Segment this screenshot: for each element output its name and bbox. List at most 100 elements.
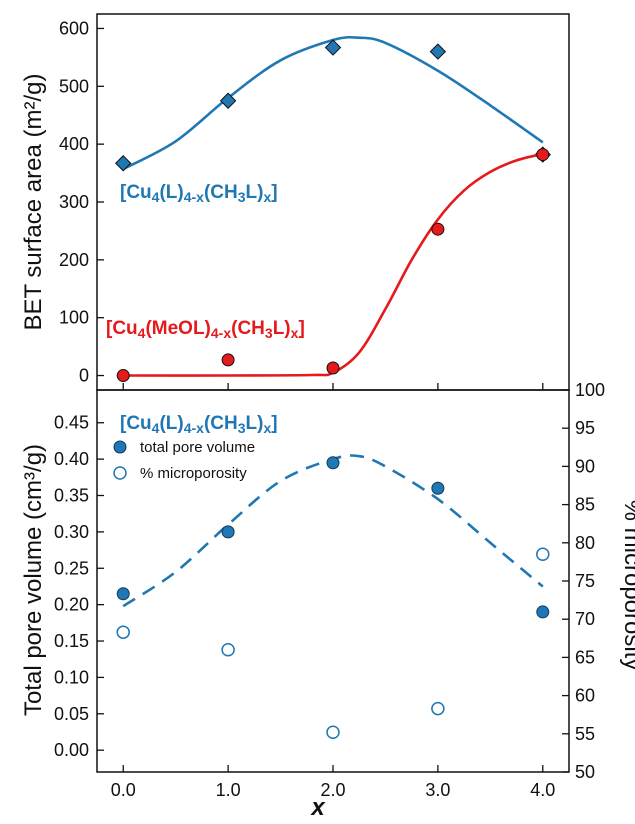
- top-y-tick-label: 200: [59, 250, 89, 270]
- top-y-axis-title: BET surface area (m²/g): [20, 74, 47, 331]
- microporosity-marker: [431, 701, 445, 716]
- top-diamond-marker: [115, 155, 132, 172]
- bottom-y-tick-label: 0.35: [54, 486, 89, 506]
- formula-part: x: [291, 325, 299, 341]
- bottom-dashed-fit-curve: [122, 454, 544, 608]
- right-y-axis-title: % microporosity: [619, 500, 635, 671]
- formula-part: [Cu: [120, 413, 152, 434]
- right-y-axis: 50 55 60 65 70 75 80 85 90 95 100: [562, 380, 605, 782]
- formula-part: 3: [265, 325, 273, 341]
- top-diamond-marker: [429, 43, 447, 60]
- formula-part: L): [246, 182, 264, 203]
- pore-volume-marker: [536, 605, 550, 619]
- formula-part: 4-x: [184, 420, 204, 436]
- right-y-tick-label: 100: [575, 380, 605, 400]
- microporosity-marker: [536, 547, 550, 562]
- top-circle-marker: [536, 148, 550, 162]
- legend-marker-filled: [113, 440, 127, 454]
- formula-part: 4: [138, 325, 146, 341]
- microporosity-marker: [326, 725, 340, 740]
- x-axis: 0.0 1.0 2.0 3.0 4.0: [111, 383, 555, 800]
- top-y-tick-label: 400: [59, 134, 89, 154]
- formula-part: [Cu: [106, 318, 138, 339]
- top-y-tick-label: 0: [79, 366, 89, 386]
- top-fit-curve-0: [122, 35, 544, 171]
- top-blue-series-label: [Cu4(L)4-x(CH3L)x]: [120, 182, 278, 205]
- x-axis-title: x: [309, 794, 326, 821]
- formula-part: 3: [238, 189, 246, 205]
- formula-part: x: [263, 189, 271, 205]
- right-y-tick-label: 65: [575, 647, 595, 667]
- bottom-y-axis: 0.00 0.05 0.10 0.15 0.20 0.25 0.30 0.35 0.40 0.45: [54, 413, 104, 760]
- right-y-tick-label: 75: [575, 571, 595, 591]
- legend: total pore volume % microporosity: [113, 439, 255, 482]
- top-y-tick-label: 500: [59, 76, 89, 96]
- right-y-tick-label: 60: [575, 686, 595, 706]
- pore-volume-marker: [326, 456, 340, 470]
- formula-part: (CH: [204, 413, 238, 434]
- microporosity-marker: [221, 643, 235, 657]
- x-tick-label: 3.0: [425, 780, 450, 800]
- formula-part: [Cu: [120, 182, 152, 203]
- microporosity-marker: [116, 625, 130, 639]
- bottom-panel-label: [Cu4(L)4-x(CH3L)x]: [120, 413, 278, 436]
- bottom-y-tick-label: 0.25: [54, 558, 89, 578]
- right-y-tick-label: 50: [575, 762, 595, 782]
- formula-part: L): [246, 413, 264, 434]
- formula-part: L): [273, 318, 291, 339]
- right-y-tick-label: 95: [575, 418, 595, 438]
- formula-part: (L): [159, 182, 183, 203]
- bottom-panel-series: [116, 454, 550, 740]
- legend-label-pore-volume: total pore volume: [140, 439, 255, 456]
- top-red-series-label: [Cu4(MeOL)4-x(CH3L)x]: [106, 318, 305, 341]
- bottom-y-tick-label: 0.40: [54, 449, 89, 469]
- top-diamond-marker: [219, 92, 237, 109]
- formula-part: (CH: [231, 318, 265, 339]
- formula-part: 4-x: [184, 189, 204, 205]
- bottom-y-tick-label: 0.20: [54, 595, 89, 615]
- right-y-tick-label: 55: [575, 724, 595, 744]
- right-y-tick-label: 70: [575, 609, 595, 629]
- top-circle-marker: [221, 353, 235, 367]
- top-y-tick-label: 100: [59, 308, 89, 328]
- bottom-y-tick-label: 0.30: [54, 522, 89, 542]
- formula-part: 4: [152, 189, 160, 205]
- x-tick-label: 0.0: [111, 780, 136, 800]
- top-panel-series: [115, 35, 551, 383]
- right-y-tick-label: 80: [575, 533, 595, 553]
- top-circle-marker: [326, 361, 340, 375]
- bottom-y-tick-label: 0.15: [54, 631, 89, 651]
- formula-part: (MeOL): [145, 318, 210, 339]
- formula-part: x: [263, 420, 271, 436]
- right-y-tick-label: 85: [575, 495, 595, 515]
- top-y-tick-label: 600: [59, 18, 89, 38]
- top-y-tick-label: 300: [59, 192, 89, 212]
- formula-part: 3: [238, 420, 246, 436]
- top-circle-marker: [116, 369, 130, 383]
- top-circle-marker: [431, 222, 445, 236]
- formula-part: (CH: [204, 182, 238, 203]
- legend-label-microporosity: % microporosity: [140, 465, 247, 482]
- x-tick-label: 4.0: [530, 780, 555, 800]
- bottom-y-axis-title: Total pore volume (cm³/g): [20, 444, 47, 716]
- top-fit-curve-1: [123, 152, 544, 377]
- formula-part: 4: [152, 420, 160, 436]
- right-y-tick-label: 90: [575, 456, 595, 476]
- bottom-y-tick-label: 0.10: [54, 667, 89, 687]
- x-tick-label: 2.0: [320, 780, 345, 800]
- formula-part: ]: [271, 182, 277, 203]
- bottom-y-tick-label: 0.00: [54, 740, 89, 760]
- pore-volume-marker: [116, 587, 130, 601]
- formula-part: 4-x: [211, 325, 231, 341]
- formula-part: (L): [159, 413, 183, 434]
- pore-volume-marker: [221, 525, 235, 539]
- pore-volume-marker: [431, 481, 445, 495]
- bottom-y-tick-label: 0.45: [54, 413, 89, 433]
- bottom-y-tick-label: 0.05: [54, 704, 89, 724]
- top-diamond-marker: [324, 39, 342, 56]
- x-tick-label: 1.0: [216, 780, 241, 800]
- top-y-axis: 0 100 200 300 400 500 600: [59, 18, 104, 386]
- formula-part: ]: [298, 318, 304, 339]
- legend-marker-open: [113, 466, 127, 480]
